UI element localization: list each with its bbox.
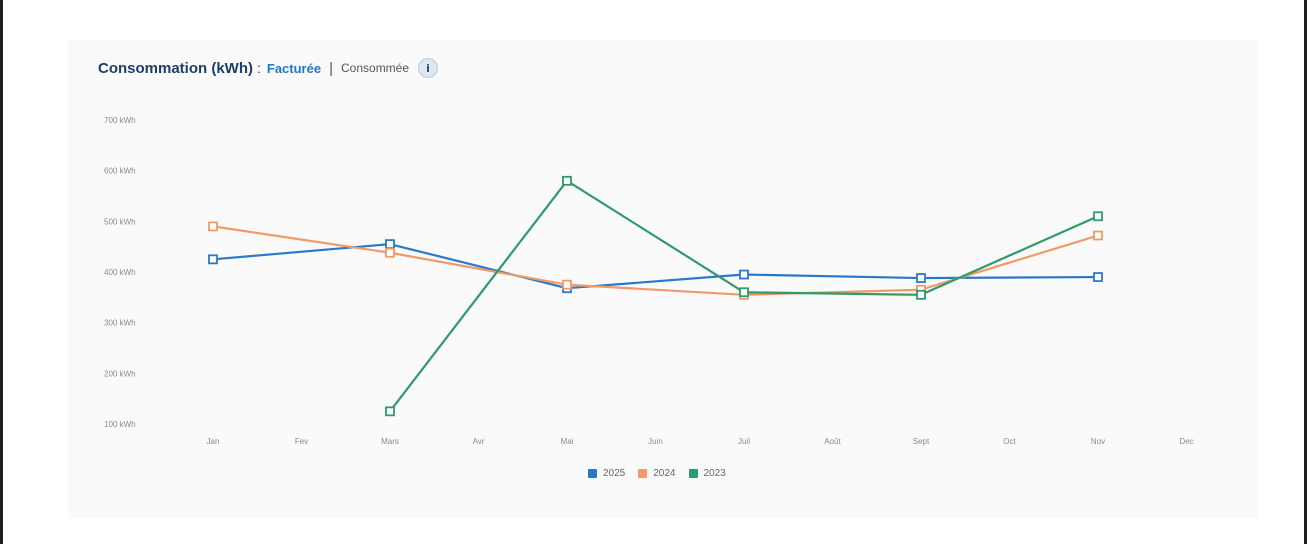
data-point-2024	[1093, 230, 1103, 241]
y-tick-label: 300 kWh	[104, 319, 136, 328]
y-tick-label: 400 kWh	[104, 268, 136, 277]
tab-divider: |	[329, 59, 333, 77]
y-tick-label: 200 kWh	[104, 369, 136, 378]
legend-item-2024[interactable]: 2024	[638, 468, 676, 479]
x-tick-label: Dec	[1179, 437, 1193, 446]
y-tick-label: 500 kWh	[104, 217, 136, 226]
data-point-2025	[739, 269, 749, 280]
right-border	[1304, 0, 1307, 544]
left-border	[0, 0, 3, 544]
data-point-2023	[739, 287, 749, 298]
legend-swatch	[638, 469, 648, 478]
data-point-2023	[385, 406, 395, 417]
y-tick-label: 700 kWh	[104, 116, 136, 125]
data-point-2025	[385, 239, 395, 250]
legend-label: 2025	[603, 468, 626, 479]
x-tick-label: Nov	[1091, 437, 1105, 446]
data-point-2024	[562, 279, 572, 290]
x-tick-label: Avr	[473, 437, 485, 446]
x-tick-label: Mai	[561, 437, 574, 446]
legend-label: 2024	[653, 468, 676, 479]
legend-swatch	[688, 469, 698, 478]
x-tick-label: Juin	[648, 437, 663, 446]
data-point-2025	[1093, 272, 1103, 282]
legend-swatch	[588, 469, 597, 478]
y-tick-label: 100 kWh	[104, 420, 136, 429]
data-point-2024	[208, 221, 218, 232]
series-line-2025	[212, 243, 1099, 290]
chart-header: Consommation (kWh) : Facturée | Consommé…	[98, 58, 439, 78]
legend-item-2023[interactable]: 2023	[688, 468, 726, 479]
title-separator: :	[257, 60, 261, 76]
data-point-2025	[208, 254, 218, 265]
data-point-2023	[916, 289, 926, 300]
chart-card	[68, 40, 1258, 518]
x-tick-label: Sept	[913, 437, 930, 446]
data-point-2023	[562, 175, 572, 186]
x-tick-label: Fev	[295, 437, 308, 446]
chart-legend: 2025 2024 2023	[588, 468, 739, 479]
x-tick-label: Août	[824, 437, 841, 446]
x-tick-label: Oct	[1003, 437, 1016, 446]
y-tick-label: 600 kWh	[104, 167, 136, 176]
info-icon[interactable]: i	[418, 58, 439, 78]
data-point-2023	[1093, 211, 1103, 222]
legend-item-2025[interactable]: 2025	[588, 468, 625, 479]
data-point-2025	[916, 273, 926, 283]
x-tick-label: Juil	[738, 437, 750, 446]
x-tick-label: Mars	[381, 437, 399, 446]
x-tick-label: Jan	[207, 437, 220, 446]
tab-facturee[interactable]: Facturée	[266, 60, 322, 76]
legend-label: 2023	[703, 468, 726, 479]
data-point-2024	[385, 247, 395, 258]
tab-consommee[interactable]: Consommée	[341, 61, 410, 75]
chart-title: Consommation (kWh)	[98, 59, 253, 77]
